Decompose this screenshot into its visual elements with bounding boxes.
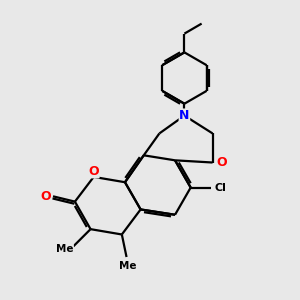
Text: O: O: [41, 190, 51, 203]
Text: O: O: [216, 156, 226, 169]
Text: N: N: [179, 109, 190, 122]
Text: Cl: Cl: [214, 182, 226, 193]
Text: Me: Me: [56, 244, 73, 254]
Text: Me: Me: [119, 261, 137, 271]
Text: O: O: [88, 165, 99, 178]
